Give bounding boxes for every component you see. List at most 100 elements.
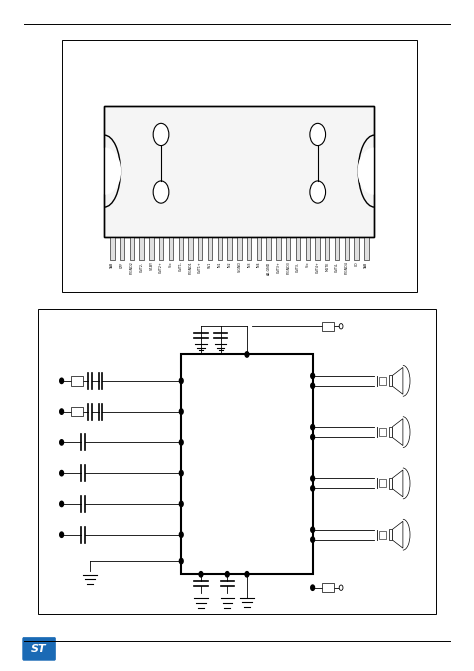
Bar	[322, 583, 334, 592]
Text: ST-BY: ST-BY	[149, 262, 154, 270]
Circle shape	[153, 123, 169, 146]
Circle shape	[311, 537, 315, 542]
Bar	[379, 377, 386, 385]
Polygon shape	[392, 470, 403, 497]
Text: Vcc: Vcc	[169, 262, 173, 267]
Bar	[208, 237, 212, 260]
Bar	[110, 237, 115, 260]
Text: OUT2-: OUT2-	[140, 262, 144, 272]
Text: P-GND2: P-GND2	[130, 262, 134, 274]
Circle shape	[311, 425, 315, 430]
Circle shape	[60, 501, 64, 507]
Circle shape	[179, 378, 183, 384]
Bar	[169, 237, 173, 260]
Circle shape	[311, 527, 315, 533]
Bar	[104, 105, 374, 237]
Circle shape	[199, 572, 203, 577]
Bar	[198, 237, 202, 260]
Wedge shape	[104, 148, 120, 194]
Circle shape	[311, 373, 315, 378]
Bar	[389, 427, 392, 437]
Bar	[315, 237, 319, 260]
Circle shape	[311, 434, 315, 440]
Text: OUT1+: OUT1+	[198, 262, 202, 273]
Bar	[335, 237, 339, 260]
Text: OUT3+: OUT3+	[276, 262, 281, 273]
Bar	[257, 237, 261, 260]
Text: A2-GND: A2-GND	[267, 262, 271, 274]
Text: OUT1-: OUT1-	[179, 262, 183, 272]
Text: OUT4-: OUT4-	[335, 262, 339, 272]
Circle shape	[60, 409, 64, 414]
Circle shape	[179, 501, 183, 507]
Circle shape	[60, 378, 64, 384]
Bar	[296, 237, 300, 260]
Bar	[71, 407, 83, 416]
Text: IN3: IN3	[247, 262, 251, 267]
Circle shape	[310, 181, 326, 203]
Bar	[228, 237, 232, 260]
Bar	[389, 478, 392, 488]
Circle shape	[339, 585, 343, 590]
Text: CO: CO	[355, 262, 359, 266]
Text: OFF: OFF	[120, 262, 124, 268]
Polygon shape	[392, 368, 403, 395]
Bar	[306, 237, 310, 260]
Bar	[181, 354, 313, 574]
Bar	[237, 237, 242, 260]
Bar	[120, 237, 124, 260]
FancyBboxPatch shape	[23, 637, 55, 660]
Circle shape	[179, 470, 183, 476]
Circle shape	[179, 409, 183, 414]
Circle shape	[179, 532, 183, 537]
Text: ST: ST	[31, 644, 47, 654]
Bar	[389, 376, 392, 386]
Circle shape	[311, 476, 315, 481]
Bar	[345, 237, 349, 260]
Circle shape	[311, 585, 315, 590]
Text: OUT3-: OUT3-	[296, 262, 300, 272]
Bar	[188, 237, 193, 260]
Text: IN1: IN1	[218, 262, 222, 267]
Circle shape	[245, 572, 249, 577]
Bar	[276, 237, 281, 260]
Text: IN2: IN2	[228, 262, 232, 267]
Bar	[389, 529, 392, 540]
Text: IN4: IN4	[257, 262, 261, 267]
Bar	[379, 531, 386, 539]
Text: S-GND: S-GND	[237, 262, 241, 272]
Text: Vcc: Vcc	[306, 262, 310, 267]
Circle shape	[60, 532, 64, 537]
Bar	[38, 309, 436, 614]
Text: MUTE: MUTE	[325, 262, 329, 270]
Text: OUT4+: OUT4+	[316, 262, 319, 273]
Text: P-GND1: P-GND1	[189, 262, 192, 274]
Circle shape	[60, 470, 64, 476]
Circle shape	[225, 572, 229, 577]
Bar	[286, 237, 291, 260]
Bar	[159, 237, 164, 260]
Bar	[355, 237, 359, 260]
Circle shape	[310, 123, 326, 146]
Bar	[104, 105, 374, 237]
Circle shape	[311, 383, 315, 389]
Text: P-GND4: P-GND4	[345, 262, 349, 274]
Circle shape	[311, 486, 315, 491]
Circle shape	[179, 440, 183, 445]
Circle shape	[245, 352, 249, 357]
Text: TAB: TAB	[110, 262, 114, 268]
Bar	[379, 428, 386, 436]
Bar	[325, 237, 329, 260]
Circle shape	[179, 558, 183, 564]
Circle shape	[153, 181, 169, 203]
Bar	[139, 237, 144, 260]
Circle shape	[339, 323, 343, 329]
Bar	[218, 237, 222, 260]
Text: OUT2+: OUT2+	[159, 262, 163, 273]
Polygon shape	[392, 419, 403, 446]
Bar	[62, 40, 417, 292]
Text: P-GND3: P-GND3	[286, 262, 290, 274]
Bar	[266, 237, 271, 260]
Bar	[379, 479, 386, 487]
Text: 5V1: 5V1	[208, 262, 212, 268]
